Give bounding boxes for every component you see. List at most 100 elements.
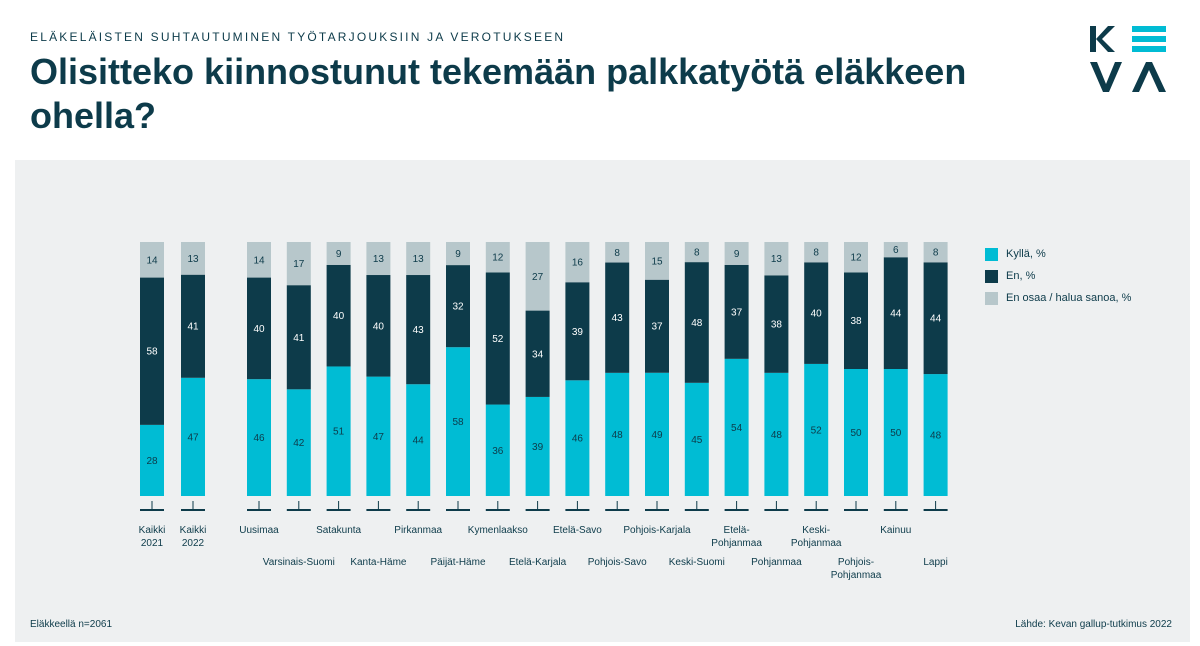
data-label-yes: 44 xyxy=(413,436,425,447)
bar-yes xyxy=(525,396,550,496)
data-label-yes: 46 xyxy=(572,434,584,445)
data-label-no: 40 xyxy=(253,324,265,335)
bar-yes xyxy=(565,380,590,496)
data-label-dontknow: 6 xyxy=(893,245,899,256)
data-label-dontknow: 17 xyxy=(293,259,305,270)
bar-dontknow xyxy=(923,242,948,263)
data-label-no: 48 xyxy=(691,318,703,329)
bar-no xyxy=(923,262,948,375)
data-label-dontknow: 8 xyxy=(614,248,620,259)
bar-dontknow xyxy=(883,242,908,258)
bar-no xyxy=(844,272,868,369)
bar-yes xyxy=(366,376,391,496)
bar-no xyxy=(764,275,789,373)
data-label-yes: 42 xyxy=(293,438,305,449)
data-label-no: 38 xyxy=(771,320,783,331)
legend-label-no: En, % xyxy=(1006,270,1036,282)
x-tick-label: 2021 xyxy=(141,538,164,549)
x-tick-label: Kaikki xyxy=(139,525,166,536)
data-label-yes: 45 xyxy=(691,435,703,446)
bar-yes xyxy=(286,389,311,496)
legend-swatch-dontknow xyxy=(985,291,998,305)
keva-logo xyxy=(1090,26,1166,92)
legend-label-yes: Kyllä, % xyxy=(1006,248,1046,260)
page-title: Olisitteko kiinnostunut tekemään palkkat… xyxy=(30,51,967,136)
bar-yes xyxy=(326,366,351,496)
x-tick-label: Pohjois-Karjala xyxy=(623,525,691,536)
bar-no xyxy=(883,257,908,369)
data-label-dontknow: 8 xyxy=(933,248,939,259)
bar-dontknow xyxy=(247,242,271,278)
x-tick-label: Pirkanmaa xyxy=(394,525,442,536)
data-label-no: 40 xyxy=(373,321,385,332)
data-label-yes: 46 xyxy=(253,433,265,444)
bar-dontknow xyxy=(804,242,829,263)
data-label-dontknow: 9 xyxy=(336,249,342,260)
data-label-no: 39 xyxy=(572,327,584,338)
bar-yes xyxy=(485,404,510,496)
bar-no xyxy=(366,275,391,377)
x-tick-label: Etelä-Savo xyxy=(553,525,602,536)
bar-no xyxy=(525,310,550,397)
bar-yes xyxy=(140,424,164,496)
bar-dontknow xyxy=(844,242,868,273)
bar-dontknow xyxy=(605,242,630,263)
legend-item-dontknow: En osaa / halua sanoa, % xyxy=(985,287,1131,309)
bar-yes xyxy=(684,382,709,496)
data-label-yes: 48 xyxy=(771,430,783,441)
bar-no xyxy=(684,262,709,383)
bar-no xyxy=(485,272,510,405)
bar-no xyxy=(406,275,431,385)
bar-dontknow xyxy=(764,242,789,276)
data-label-dontknow: 15 xyxy=(651,256,663,267)
x-tick-label: Kanta-Häme xyxy=(350,557,407,568)
data-label-yes: 54 xyxy=(731,423,743,434)
data-label-no: 34 xyxy=(532,349,544,360)
data-label-yes: 36 xyxy=(492,446,504,457)
bar-no xyxy=(446,265,470,348)
data-label-no: 52 xyxy=(492,334,504,345)
data-label-dontknow: 13 xyxy=(771,254,783,265)
data-label-yes: 47 xyxy=(187,432,199,443)
data-label-dontknow: 9 xyxy=(455,249,461,260)
page-kicker: ELÄKELÄISTEN SUHTAUTUMINEN TYÖTARJOUKSII… xyxy=(30,30,566,44)
legend-swatch-no xyxy=(985,269,998,283)
bar-no xyxy=(645,279,669,373)
data-label-dontknow: 9 xyxy=(734,249,740,260)
bar-yes xyxy=(804,363,829,496)
data-label-yes: 48 xyxy=(930,431,942,442)
legend-label-dontknow: En osaa / halua sanoa, % xyxy=(1006,292,1132,304)
bar-dontknow xyxy=(565,242,590,283)
data-label-no: 41 xyxy=(293,333,305,344)
x-tick-label: Pohjanmaa xyxy=(751,557,802,568)
data-label-dontknow: 14 xyxy=(253,255,265,266)
data-label-no: 44 xyxy=(890,309,902,320)
x-tick-label: Etelä-Karjala xyxy=(509,557,567,568)
sample-size-note: Eläkkeellä n=2061 xyxy=(30,619,113,630)
x-tick-label: Etelä- xyxy=(724,525,750,536)
bar-dontknow xyxy=(724,242,749,265)
bar-no xyxy=(286,285,311,390)
legend-swatch-yes xyxy=(985,247,998,261)
data-label-no: 43 xyxy=(413,325,425,336)
x-tick-label: Pohjois-Savo xyxy=(588,557,647,568)
x-tick-label: Pohjanmaa xyxy=(711,538,762,549)
data-label-dontknow: 12 xyxy=(850,253,862,264)
data-label-no: 44 xyxy=(930,314,942,325)
bar-yes xyxy=(247,379,271,496)
bar-yes xyxy=(446,347,470,496)
x-tick-label: Päijät-Häme xyxy=(430,557,485,568)
x-tick-label: Varsinais-Suomi xyxy=(263,557,335,568)
data-label-no: 37 xyxy=(651,322,663,333)
bar-yes xyxy=(181,377,205,496)
bar-yes xyxy=(923,374,948,496)
x-tick-label: Keski-Suomi xyxy=(669,557,725,568)
bar-dontknow xyxy=(684,242,709,263)
bar-no xyxy=(565,282,590,381)
data-label-yes: 58 xyxy=(452,417,464,428)
bar-no xyxy=(140,277,164,425)
chart-panel: 28 58 14 Kaikki 2021 47 41 13 Kaikki 2022 46 40 14 Uu… xyxy=(15,160,1190,642)
bar-dontknow xyxy=(140,242,164,278)
bar-dontknow xyxy=(446,242,470,266)
bar-dontknow xyxy=(485,242,510,273)
